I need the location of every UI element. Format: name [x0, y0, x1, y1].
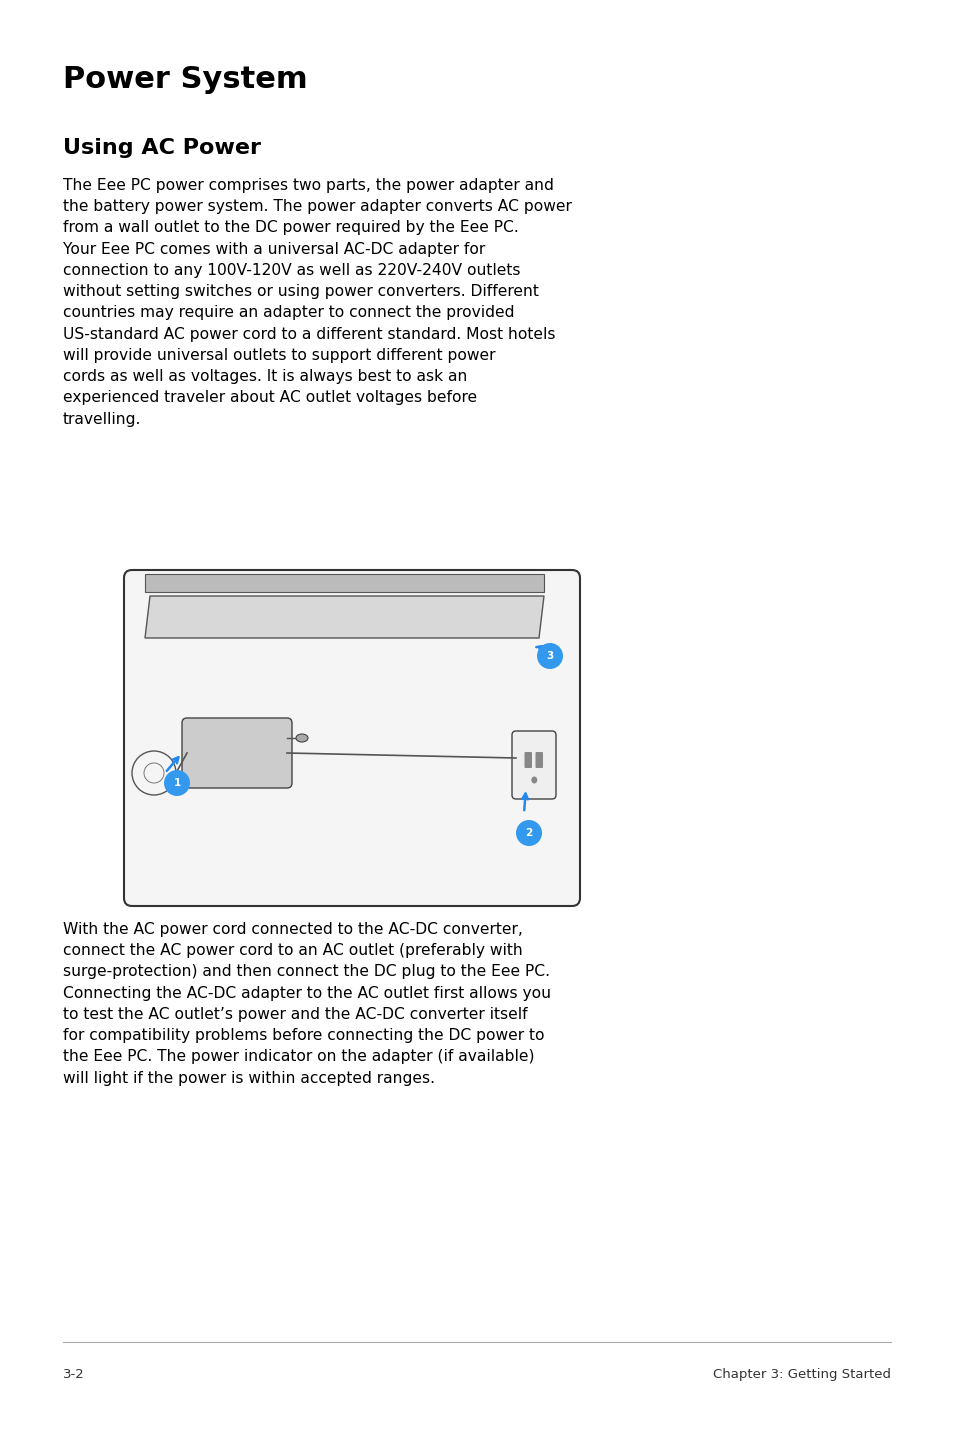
Ellipse shape	[531, 777, 537, 784]
FancyBboxPatch shape	[182, 718, 292, 788]
Polygon shape	[145, 595, 543, 638]
Text: 1: 1	[173, 778, 180, 788]
Text: Chapter 3: Getting Started: Chapter 3: Getting Started	[712, 1368, 890, 1380]
Text: Using AC Power: Using AC Power	[63, 138, 261, 158]
Text: 3: 3	[546, 651, 553, 661]
Ellipse shape	[295, 733, 308, 742]
Text: 2: 2	[525, 828, 532, 838]
FancyBboxPatch shape	[124, 569, 579, 906]
Text: With the AC power cord connected to the AC-DC converter,
connect the AC power co: With the AC power cord connected to the …	[63, 922, 551, 1086]
Circle shape	[516, 820, 541, 846]
Text: Power System: Power System	[63, 65, 307, 93]
Text: The Eee PC power comprises two parts, the power adapter and
the battery power sy: The Eee PC power comprises two parts, th…	[63, 178, 571, 427]
FancyBboxPatch shape	[535, 752, 542, 768]
FancyBboxPatch shape	[524, 752, 532, 768]
Text: 3-2: 3-2	[63, 1368, 85, 1380]
Polygon shape	[145, 574, 543, 592]
Circle shape	[537, 643, 562, 669]
Circle shape	[164, 769, 190, 797]
FancyBboxPatch shape	[512, 731, 556, 800]
